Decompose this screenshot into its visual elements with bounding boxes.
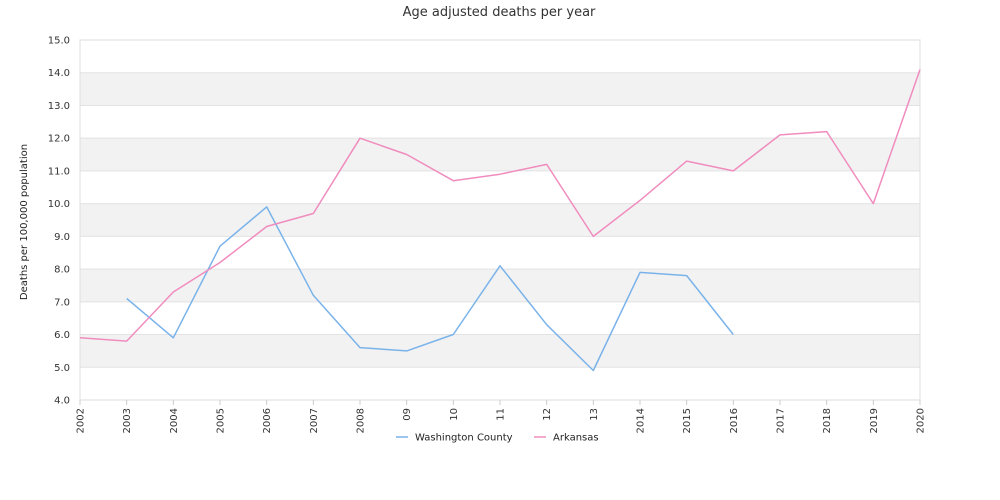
grid-bands bbox=[80, 72, 920, 368]
legend-item-arkansas[interactable]: Arkansas bbox=[534, 433, 599, 444]
x-tick-label: 2005 bbox=[216, 408, 227, 433]
legend[interactable]: Washington County Arkansas bbox=[396, 433, 599, 444]
x-tick-label: 2006 bbox=[262, 408, 273, 433]
series-line-washington-county bbox=[126, 206, 734, 372]
x-tick-label: 13 bbox=[589, 408, 600, 421]
x-tick-label: 11 bbox=[496, 408, 507, 421]
y-tick-label: 6.0 bbox=[54, 330, 70, 341]
legend-label: Arkansas bbox=[553, 433, 599, 444]
x-tick-label: 2015 bbox=[682, 408, 693, 433]
grid-band bbox=[80, 203, 920, 237]
series-line-arkansas bbox=[79, 69, 921, 342]
x-tick-label: 2002 bbox=[76, 408, 87, 433]
y-tick-label: 13.0 bbox=[48, 101, 70, 112]
x-tick-label: 10 bbox=[449, 408, 460, 421]
grid-band bbox=[80, 72, 920, 106]
y-tick-label: 9.0 bbox=[54, 232, 70, 243]
y-tick-label: 15.0 bbox=[48, 36, 70, 47]
grid-band bbox=[80, 334, 920, 368]
x-tick-label: 2019 bbox=[869, 408, 880, 433]
x-tick-label: 2004 bbox=[169, 408, 180, 433]
x-axis: 2002 2003 2004 2005 2006 2007 2008 09 10 11 12 13 20… bbox=[76, 400, 927, 433]
x-tick-label: 2014 bbox=[636, 408, 647, 433]
y-tick-label: 12.0 bbox=[48, 134, 70, 145]
grid-band bbox=[80, 138, 920, 171]
grid-lines bbox=[79, 39, 921, 401]
x-tick-label: 2016 bbox=[729, 408, 740, 433]
y-tick-label: 14.0 bbox=[48, 68, 70, 79]
chart-title: Age adjusted deaths per year bbox=[403, 5, 596, 20]
y-tick-label: 11.0 bbox=[48, 166, 70, 177]
y-tick-label: 10.0 bbox=[48, 199, 70, 210]
y-tick-label: 4.0 bbox=[54, 396, 70, 407]
x-tick-label: 2018 bbox=[822, 408, 833, 433]
x-tick-label: 2017 bbox=[776, 408, 787, 433]
x-tick-label: 12 bbox=[542, 408, 553, 421]
legend-item-washington-county[interactable]: Washington County bbox=[396, 433, 513, 444]
x-tick-label: 2020 bbox=[916, 408, 927, 433]
grid-band bbox=[80, 269, 920, 302]
y-tick-label: 8.0 bbox=[54, 265, 70, 276]
x-tick-label: 09 bbox=[402, 408, 413, 421]
x-tick-label: 2007 bbox=[309, 408, 320, 433]
y-tick-label: 5.0 bbox=[54, 363, 70, 374]
series-lines bbox=[79, 69, 921, 372]
legend-label: Washington County bbox=[415, 433, 513, 444]
y-tick-label: 7.0 bbox=[54, 297, 70, 308]
y-axis: 4.0 5.0 6.0 7.0 8.0 9.0 10.0 11.0 12.0 13.0 14.0 15… bbox=[48, 36, 70, 407]
y-axis-title: Deaths per 100,000 population bbox=[19, 144, 30, 300]
x-tick-label: 2008 bbox=[356, 408, 367, 433]
x-tick-label: 2003 bbox=[122, 408, 133, 433]
